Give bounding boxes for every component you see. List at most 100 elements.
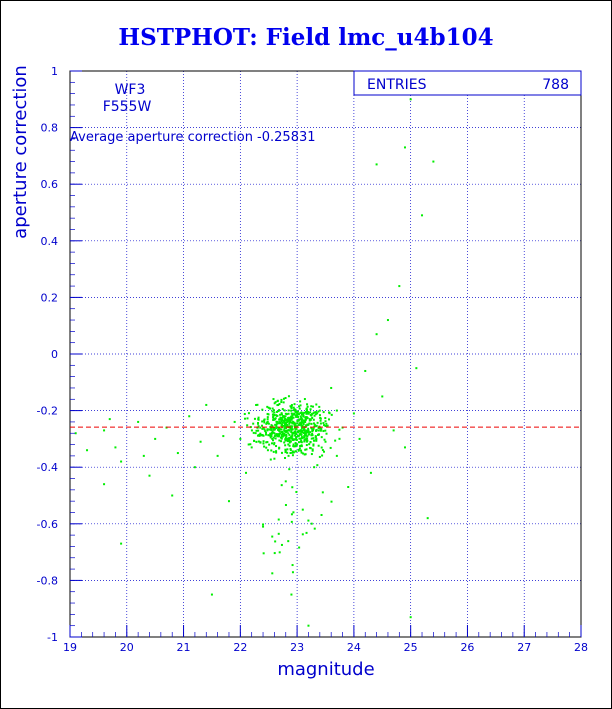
data-point	[262, 525, 265, 528]
data-point	[320, 513, 323, 516]
data-point	[313, 466, 316, 469]
data-point	[292, 443, 295, 446]
data-point	[299, 404, 302, 407]
data-point	[315, 403, 318, 406]
data-point	[294, 438, 297, 441]
data-point	[253, 439, 256, 442]
data-point	[265, 446, 268, 449]
data-point	[280, 428, 283, 431]
data-point	[283, 418, 286, 421]
data-point	[271, 430, 274, 433]
data-point	[272, 409, 275, 412]
data-point	[266, 421, 269, 424]
data-point	[280, 412, 283, 415]
data-point	[298, 423, 301, 426]
data-point	[249, 443, 252, 446]
data-point	[284, 504, 287, 507]
data-point	[269, 426, 272, 429]
data-point	[284, 412, 287, 415]
data-point	[313, 423, 316, 426]
data-point	[283, 409, 286, 412]
data-point	[291, 437, 294, 440]
data-point	[293, 403, 296, 406]
data-point	[287, 454, 290, 457]
data-point	[309, 414, 312, 417]
data-point	[296, 419, 299, 422]
data-point	[312, 418, 315, 421]
data-point	[300, 424, 303, 427]
data-point	[263, 421, 266, 424]
data-point	[299, 432, 302, 435]
data-point	[300, 418, 303, 421]
data-point	[291, 422, 294, 425]
data-point	[318, 455, 321, 458]
data-point	[369, 471, 372, 474]
data-point	[263, 418, 266, 421]
data-point	[247, 412, 250, 415]
data-point	[256, 403, 259, 406]
data-point	[409, 98, 412, 101]
data-point	[281, 431, 284, 434]
data-point	[176, 452, 179, 455]
data-point	[276, 435, 279, 438]
data-point	[288, 437, 291, 440]
data-point	[259, 433, 262, 436]
axis-ticks: 19 20 21 22 23 24 25 26 27 28 -1 -0.8 -0.6 -0.4 -0.2 0 0…	[37, 65, 588, 654]
data-point	[273, 443, 276, 446]
entries-label: ENTRIES	[367, 77, 427, 93]
data-point	[305, 448, 308, 451]
data-point	[323, 424, 326, 427]
data-point	[275, 425, 278, 428]
data-point	[292, 438, 295, 441]
data-point	[287, 418, 290, 421]
data-point	[287, 540, 290, 543]
data-point	[259, 441, 262, 444]
data-point	[256, 426, 259, 429]
data-point	[403, 146, 406, 149]
data-point	[293, 421, 296, 424]
data-point	[288, 441, 291, 444]
data-point	[286, 440, 289, 443]
x-tick-label: 28	[574, 641, 588, 654]
data-point	[298, 407, 301, 410]
data-point	[316, 412, 319, 415]
data-point	[288, 421, 291, 424]
data-point	[335, 454, 338, 457]
data-point	[285, 430, 288, 433]
y-tick-label: 1	[51, 65, 58, 78]
data-point	[295, 411, 298, 414]
data-point	[292, 511, 295, 514]
chart-title: HSTPHOT: Field lmc_u4b104	[118, 24, 494, 51]
data-point	[281, 423, 284, 426]
data-point	[338, 428, 341, 431]
data-point	[315, 429, 318, 432]
data-point	[300, 436, 303, 439]
data-point	[268, 407, 271, 410]
data-point	[288, 416, 291, 419]
data-point	[272, 414, 275, 417]
data-point	[270, 427, 273, 430]
data-point	[290, 421, 293, 424]
data-point	[310, 413, 313, 416]
data-point	[280, 440, 283, 443]
data-point	[276, 400, 279, 403]
data-point	[286, 437, 289, 440]
data-point	[288, 418, 291, 421]
data-point	[284, 444, 287, 447]
data-point	[120, 460, 123, 463]
data-point	[307, 519, 310, 522]
data-point	[302, 428, 305, 431]
data-point	[272, 398, 275, 401]
data-point	[273, 442, 276, 445]
y-axis-label: aperture correction	[10, 65, 31, 239]
data-point	[261, 408, 264, 411]
data-point	[290, 407, 293, 410]
data-point	[278, 409, 281, 412]
data-point	[262, 552, 265, 555]
data-point	[154, 437, 157, 440]
data-point	[271, 413, 274, 416]
data-point	[294, 434, 297, 437]
data-point	[305, 424, 308, 427]
data-point	[114, 446, 117, 449]
